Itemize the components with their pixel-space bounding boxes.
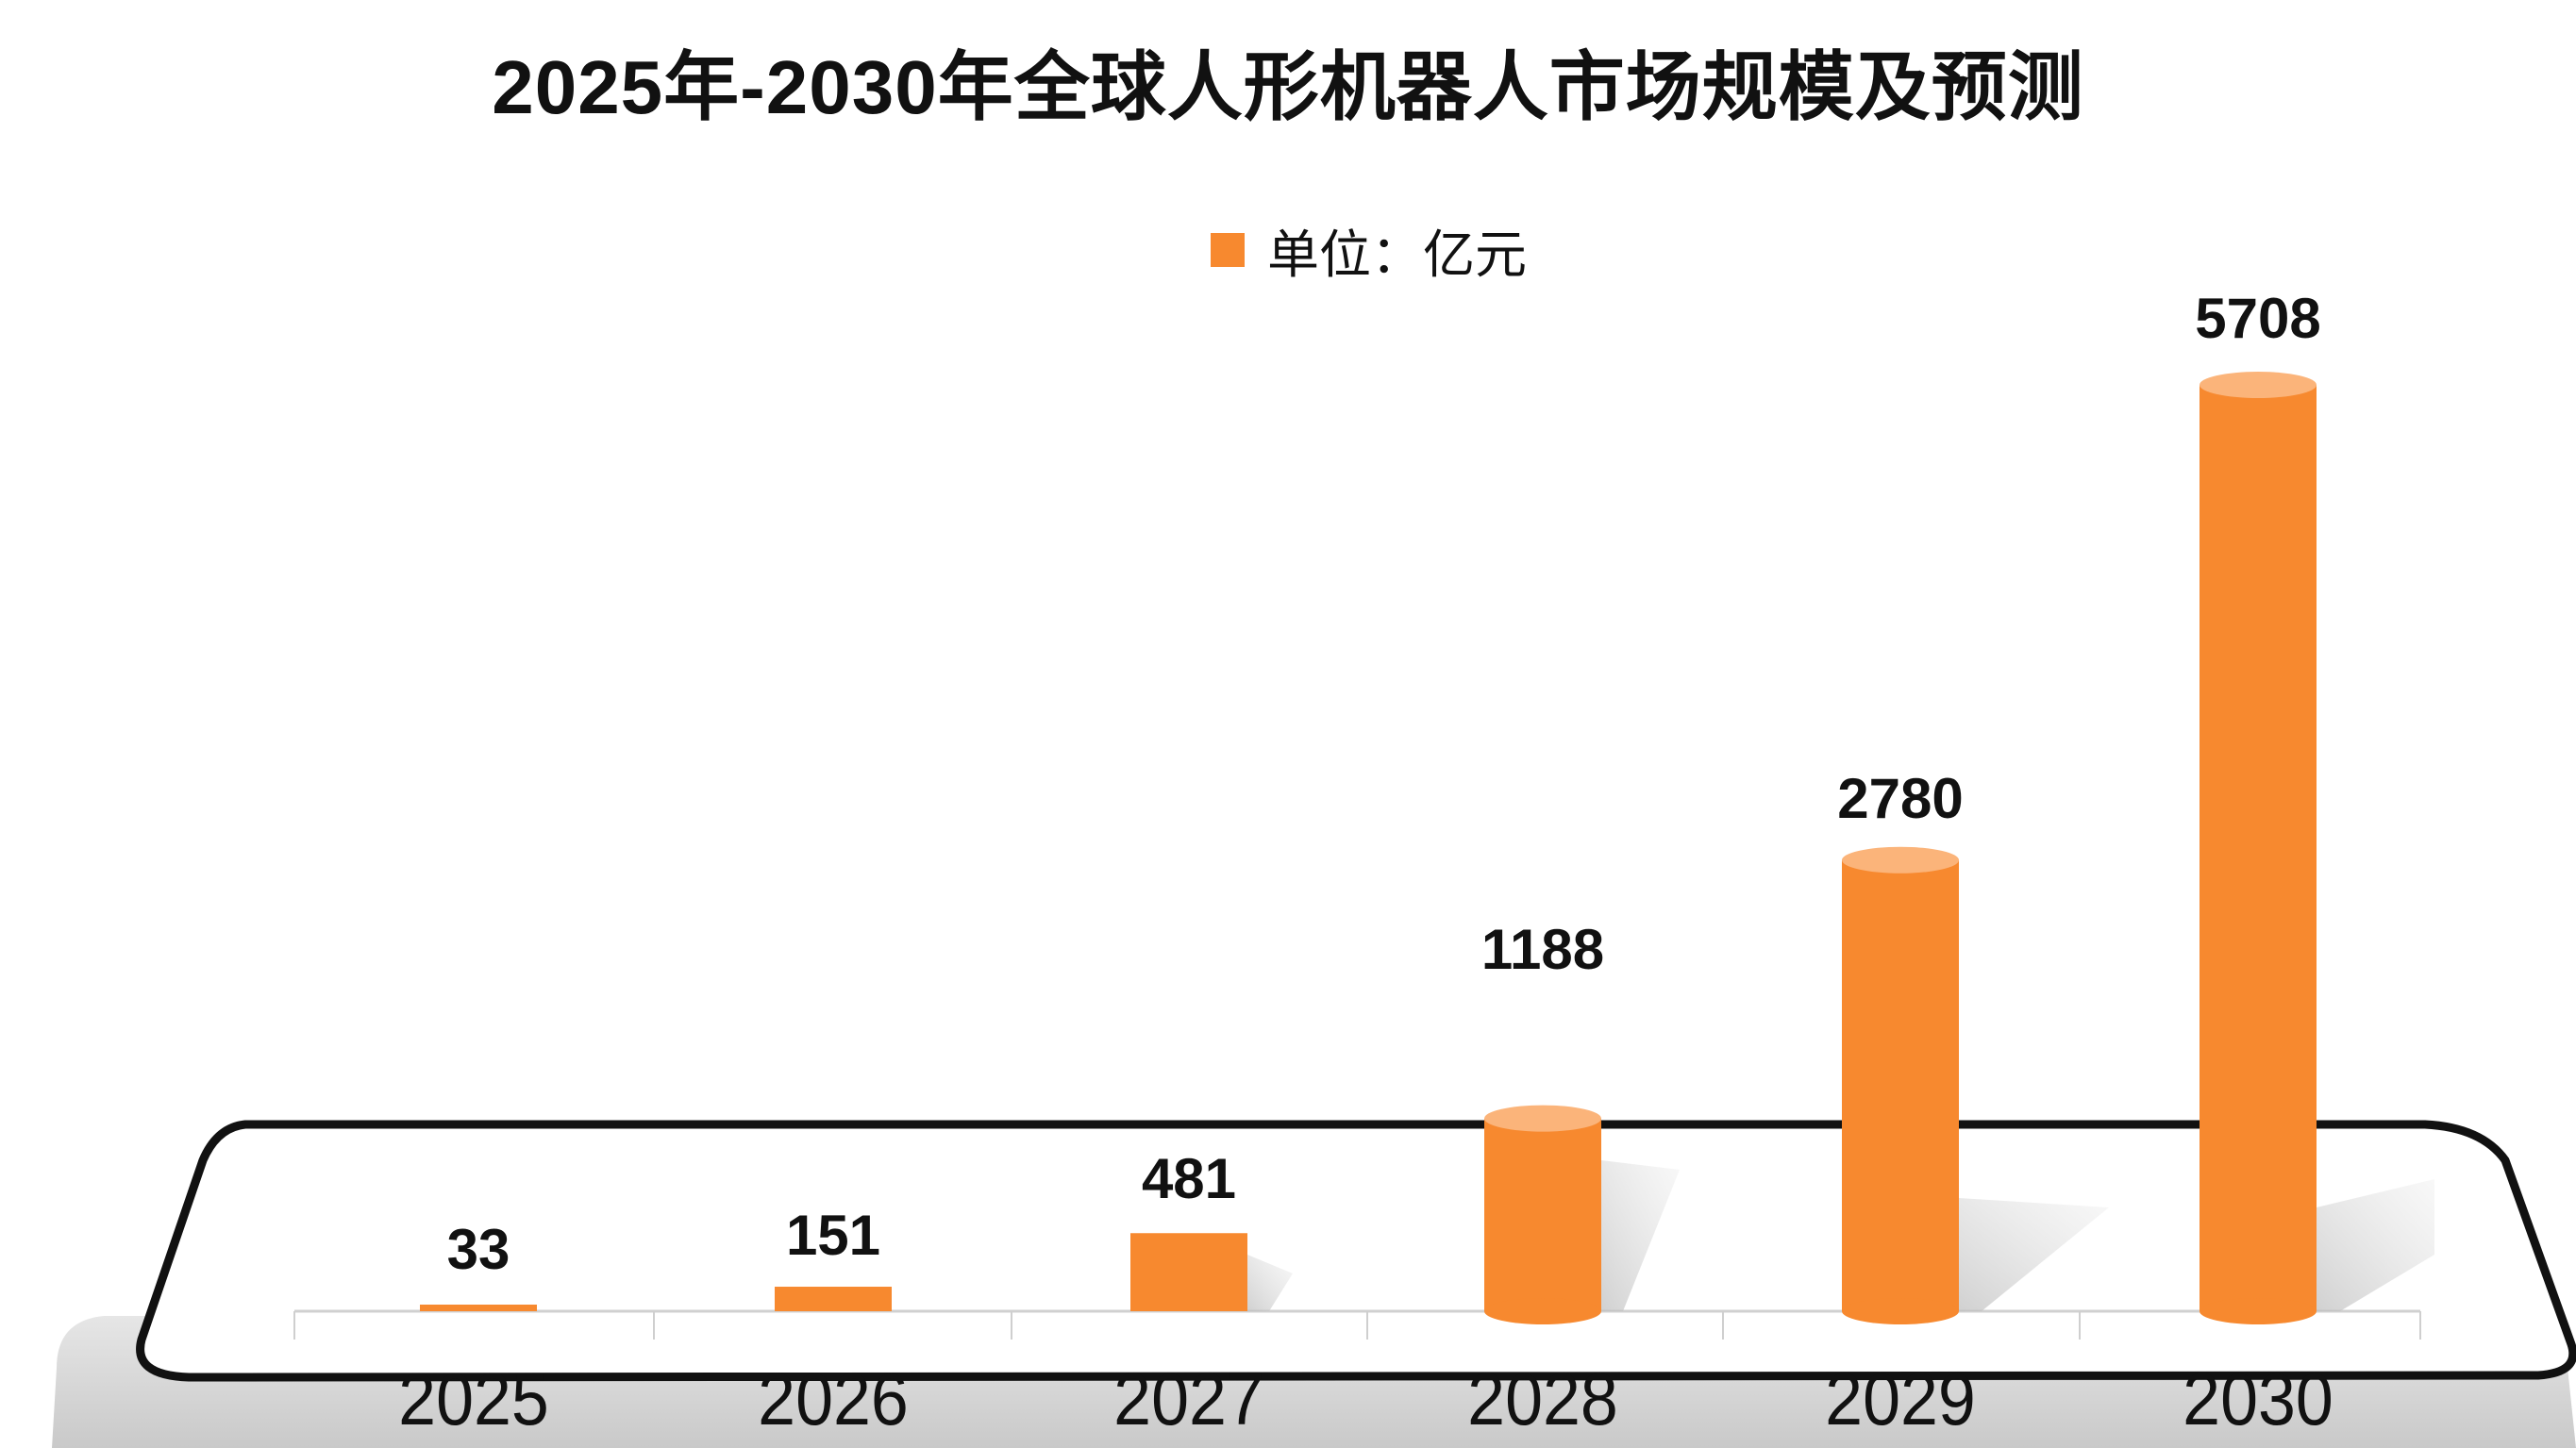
bar-2030	[2200, 385, 2317, 1311]
x-label-2027: 2027	[1113, 1357, 1264, 1440]
chart-title: 2025年-2030年全球人形机器人市场规模及预测	[492, 45, 2084, 129]
value-label-2026: 151	[785, 1204, 881, 1267]
x-label-2029: 2029	[1825, 1357, 1976, 1440]
bars	[420, 372, 2317, 1324]
bar-2025	[420, 1305, 537, 1311]
x-label-2025: 2025	[398, 1357, 549, 1440]
value-label-2030: 5708	[2195, 287, 2321, 350]
legend-label: 单位：亿元	[1267, 225, 1528, 284]
x-label-2028: 2028	[1467, 1357, 1618, 1440]
platform-outline	[136, 1120, 2576, 1382]
bar-2026	[775, 1287, 892, 1311]
bar-top-2030	[2200, 372, 2317, 398]
bar-top-2028	[1484, 1105, 1601, 1132]
legend: 单位：亿元	[1211, 212, 1527, 288]
legend-swatch-icon	[1211, 233, 1245, 267]
axis-ticks	[293, 1311, 2421, 1340]
bar-2029	[1842, 859, 1959, 1311]
bar-2027	[1130, 1233, 1247, 1311]
value-label-2028: 1188	[1480, 918, 1605, 981]
bar-shadows	[1247, 1160, 2434, 1311]
bar-2028	[1484, 1118, 1601, 1311]
value-label-2029: 2780	[1837, 767, 1964, 830]
x-label-2026: 2026	[758, 1357, 909, 1440]
value-label-2025: 33	[446, 1218, 510, 1281]
bar-top-2029	[1842, 846, 1959, 874]
value-label-2027: 481	[1141, 1147, 1237, 1210]
x-label-2030: 2030	[2183, 1357, 2333, 1440]
